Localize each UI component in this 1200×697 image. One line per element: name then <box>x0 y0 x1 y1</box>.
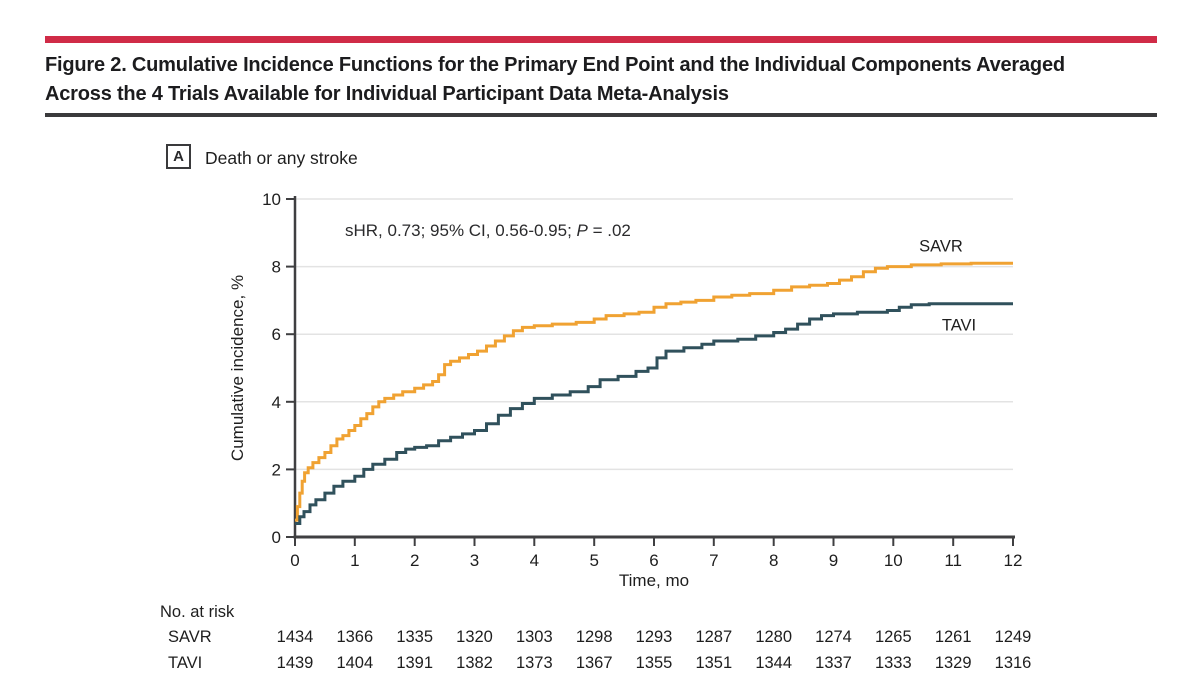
x-tick-label: 7 <box>709 551 718 570</box>
risk-value-savr: 1261 <box>934 628 972 646</box>
risk-value-savr: 1287 <box>695 628 733 646</box>
curve-tavi <box>295 302 1013 525</box>
x-tick-label: 4 <box>530 551 539 570</box>
annotation-text: sHR, 0.73; 95% CI, 0.56-0.95; <box>345 221 577 240</box>
x-tick-label: 9 <box>829 551 838 570</box>
panel-label-box: A <box>166 144 191 169</box>
y-tick-label: 8 <box>272 258 281 277</box>
x-tick-label: 2 <box>410 551 419 570</box>
y-tick-label: 6 <box>272 325 281 344</box>
risk-value-savr: 1265 <box>874 628 912 646</box>
series-label-savr: SAVR <box>919 237 963 256</box>
risk-value-savr: 1320 <box>456 628 493 646</box>
figure-header-divider <box>45 113 1157 117</box>
risk-value-tavi: 1391 <box>396 654 434 672</box>
risk-value-tavi: 1382 <box>456 654 493 672</box>
risk-value-tavi: 1367 <box>575 654 613 672</box>
x-tick-label: 0 <box>290 551 299 570</box>
risk-value-savr: 1434 <box>276 628 314 646</box>
risk-value-savr: 1366 <box>336 628 374 646</box>
x-tick-label: 6 <box>649 551 658 570</box>
x-tick-label: 8 <box>769 551 778 570</box>
risk-value-tavi: 1333 <box>874 654 912 672</box>
risk-value-tavi: 1439 <box>276 654 314 672</box>
x-tick-label: 5 <box>589 551 598 570</box>
annotation-p-value: = .02 <box>587 221 631 240</box>
x-axis-title: Time, mo <box>618 571 690 590</box>
y-tick-label: 4 <box>272 393 281 412</box>
risk-value-savr: 1303 <box>515 628 553 646</box>
y-tick-label: 10 <box>262 190 281 209</box>
x-tick-label: 10 <box>884 551 903 570</box>
risk-value-savr: 1249 <box>994 628 1032 646</box>
annotation-p-symbol: P <box>576 221 588 240</box>
risk-value-savr: 1298 <box>575 628 613 646</box>
figure-top-rule <box>45 36 1157 43</box>
x-tick-label: 3 <box>470 551 479 570</box>
risk-value-tavi: 1329 <box>934 654 972 672</box>
risk-value-savr: 1335 <box>396 628 434 646</box>
risk-value-tavi: 1351 <box>695 654 733 672</box>
y-tick-label: 2 <box>272 460 281 479</box>
series-label-tavi: TAVI <box>941 316 977 335</box>
risk-value-savr: 1274 <box>815 628 852 646</box>
risk-value-tavi: 1337 <box>815 654 852 672</box>
risk-value-tavi: 1373 <box>515 654 553 672</box>
figure-title: Figure 2. Cumulative Incidence Functions… <box>45 54 1065 105</box>
risk-value-savr: 1280 <box>755 628 793 646</box>
x-tick-label: 11 <box>944 551 962 570</box>
x-tick-label: 1 <box>350 551 359 570</box>
panel-title: Death or any stroke <box>205 148 358 168</box>
risk-value-tavi: 1316 <box>994 654 1032 672</box>
risk-value-tavi: 1404 <box>336 654 374 672</box>
curve-savr <box>295 261 1013 522</box>
risk-value-savr: 1293 <box>635 628 673 646</box>
risk-table-title: No. at risk <box>160 603 235 621</box>
risk-value-tavi: 1344 <box>755 654 793 672</box>
risk-row-label-savr: SAVR <box>168 628 212 646</box>
y-axis-title: Cumulative incidence, % <box>228 274 247 462</box>
risk-row-label-tavi: TAVI <box>168 654 203 672</box>
y-tick-label: 0 <box>272 528 281 547</box>
panel-label: A <box>173 148 184 165</box>
hazard-ratio-annotation: sHR, 0.73; 95% CI, 0.56-0.95; P = .02 <box>345 221 631 241</box>
risk-value-tavi: 1355 <box>635 654 673 672</box>
x-tick-label: 12 <box>1004 551 1023 570</box>
